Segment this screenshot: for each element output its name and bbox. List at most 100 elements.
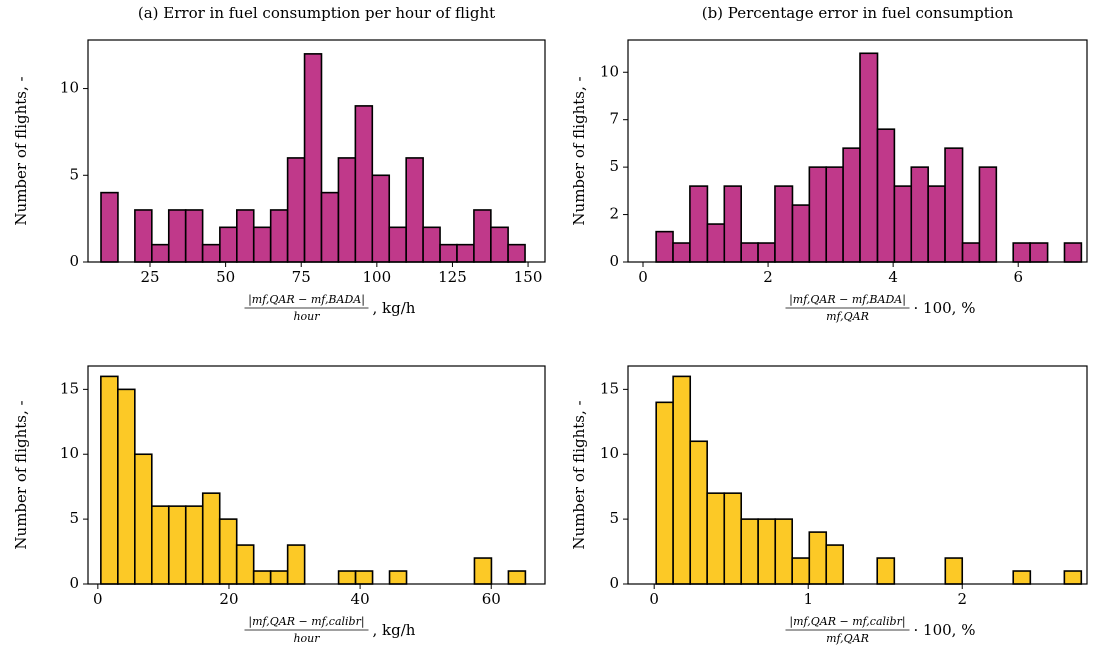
- histogram-bar: [1063, 242, 1083, 263]
- y-tick-label: 15: [60, 379, 79, 397]
- histogram-bar: [774, 185, 794, 263]
- histogram-bar: [757, 518, 777, 585]
- y-tick-label: 5: [69, 509, 79, 527]
- histogram-bar: [439, 243, 458, 263]
- x-label-numerator: |mf,QAR − mf,calibr|: [248, 615, 364, 629]
- x-tick-label: 2: [763, 268, 773, 286]
- histogram-bar: [184, 209, 204, 263]
- x-label-suffix: , kg/h: [373, 299, 416, 317]
- histogram-bar: [1029, 242, 1049, 263]
- histogram-bar: [1012, 242, 1031, 263]
- histogram-bar: [269, 209, 289, 263]
- histogram-bar: [808, 166, 828, 263]
- histogram-bar: [706, 223, 726, 263]
- x-tick-label: 60: [482, 590, 501, 608]
- histogram-bar: [117, 388, 136, 585]
- histogram-bar: [910, 166, 929, 263]
- histogram-bar: [167, 505, 187, 585]
- histogram-bar: [473, 209, 492, 263]
- y-tick-label: 15: [600, 379, 619, 397]
- y-tick-label: 5: [609, 509, 619, 527]
- x-label-denominator: mf,QAR: [826, 632, 869, 645]
- y-tick-label: 2: [609, 205, 619, 223]
- chart-title: (a) Error in fuel consumption per hour o…: [138, 4, 495, 22]
- histogram-bar: [388, 570, 408, 585]
- histogram-bar: [456, 243, 475, 263]
- histogram-bar: [235, 544, 255, 585]
- histogram-bar: [151, 243, 170, 263]
- x-tick-label: 125: [438, 268, 467, 286]
- histogram-bar: [371, 174, 391, 263]
- histogram-bar: [944, 557, 964, 585]
- y-axis-label: Number of flights, -: [12, 400, 30, 549]
- histogram-bar: [337, 570, 357, 585]
- histogram-bar: [405, 157, 424, 263]
- histogram-bar: [354, 570, 374, 585]
- y-tick-label: 10: [600, 444, 619, 462]
- y-tick-label: 0: [69, 574, 79, 592]
- histogram-bar: [672, 242, 691, 263]
- histogram-bar: [219, 226, 238, 263]
- histogram-bar: [893, 185, 913, 263]
- x-tick-label: 0: [649, 590, 659, 608]
- histogram-bar: [689, 440, 708, 585]
- histogram-bar: [134, 209, 153, 263]
- histogram-bar: [184, 505, 204, 585]
- x-tick-label: 20: [219, 590, 238, 608]
- histogram-bar: [791, 557, 811, 585]
- histogram-bar: [842, 147, 861, 263]
- y-tick-label: 0: [609, 252, 619, 270]
- histogram-bar: [422, 226, 441, 263]
- histogram-bar: [337, 157, 357, 263]
- histogram-bar: [723, 185, 742, 263]
- x-label-denominator: hour: [293, 632, 320, 645]
- histogram-bar: [354, 105, 374, 263]
- histogram-bar: [100, 191, 119, 263]
- histogram-bar: [201, 243, 221, 263]
- x-label-suffix: · 100, %: [914, 621, 976, 639]
- histogram-bar: [740, 242, 759, 263]
- histogram-bar: [507, 570, 527, 585]
- y-tick-label: 10: [60, 79, 79, 97]
- x-tick-label: 40: [351, 590, 370, 608]
- x-label-denominator: hour: [293, 310, 320, 323]
- histogram-bar: [723, 492, 743, 585]
- x-tick-label: 6: [1013, 268, 1023, 286]
- histogram-bar: [825, 166, 844, 263]
- histogram-bar: [689, 185, 709, 263]
- x-label-suffix: , kg/h: [373, 621, 416, 639]
- x-label-denominator: mf,QAR: [826, 310, 869, 323]
- histogram-bar: [100, 375, 119, 585]
- y-tick-label: 10: [60, 444, 79, 462]
- histogram-bar: [978, 166, 998, 263]
- histogram-bar: [740, 518, 759, 585]
- histogram-bar: [1063, 570, 1083, 585]
- x-tick-label: 0: [93, 590, 103, 608]
- histogram-bar: [303, 53, 323, 263]
- histogram-bar: [286, 157, 306, 263]
- x-tick-label: 0: [638, 268, 648, 286]
- y-tick-label: 5: [69, 165, 79, 183]
- histogram-bar: [1012, 570, 1032, 585]
- histogram-bar: [791, 204, 811, 263]
- histogram-bar: [269, 570, 289, 585]
- histogram-bar: [218, 518, 238, 585]
- y-tick-label: 10: [600, 62, 619, 80]
- histogram-bar: [388, 226, 407, 263]
- y-axis-label: Number of flights, -: [12, 76, 30, 225]
- histogram-bar: [876, 557, 896, 585]
- histogram-bar: [825, 544, 844, 585]
- chart-title: (b) Percentage error in fuel consumption: [702, 4, 1014, 22]
- y-tick-label: 0: [609, 574, 619, 592]
- x-tick-label: 100: [363, 268, 392, 286]
- histogram-bar: [927, 185, 946, 263]
- x-tick-label: 75: [292, 268, 311, 286]
- x-tick-label: 50: [216, 268, 235, 286]
- histogram-bar: [252, 570, 272, 585]
- x-tick-label: 2: [957, 590, 967, 608]
- axes-frame: [627, 365, 1088, 585]
- x-tick-label: 25: [140, 268, 159, 286]
- histogram-bar: [286, 544, 306, 585]
- axes-frame: [627, 39, 1088, 263]
